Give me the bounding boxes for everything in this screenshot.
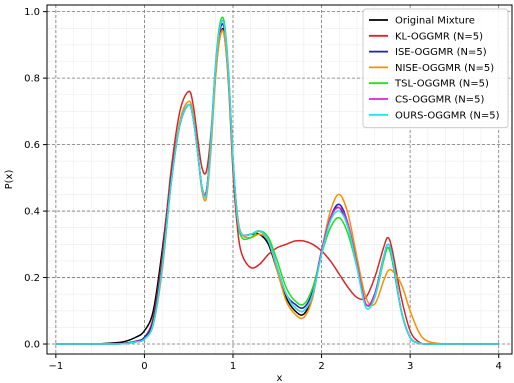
x-axis-label: x xyxy=(277,373,283,383)
x-tick-label: 3 xyxy=(407,361,413,372)
x-tick-label: 4 xyxy=(496,361,502,372)
plot-area-frame xyxy=(46,4,513,355)
axis-ticks xyxy=(43,11,500,358)
series-line-1 xyxy=(55,28,499,345)
axis-tick-labels: −1 0 1 2 3 4 0.0 0.2 0.4 0.6 0.8 1.0 xyxy=(24,7,502,372)
legend-entry-label: TSL-OGGMR (N=5) xyxy=(394,79,489,90)
x-tick-label: 0 xyxy=(141,361,147,372)
series-line-6 xyxy=(55,19,499,345)
x-tick-label: −1 xyxy=(48,361,63,372)
y-axis-label: P(x) xyxy=(4,170,15,190)
y-tick-label: 0.8 xyxy=(24,74,40,85)
x-tick-label: 2 xyxy=(318,361,324,372)
legend-entry-label: ISE-OGGMR (N=5) xyxy=(395,47,487,58)
legend-entry-label: KL-OGGMR (N=5) xyxy=(395,31,483,42)
legend: Original Mixture KL-OGGMR (N=5) ISE-OGGMR … xyxy=(362,8,509,129)
series-lines xyxy=(55,16,499,345)
y-tick-label: 0.4 xyxy=(24,207,40,218)
legend-box xyxy=(362,8,509,129)
y-tick-label: 0.6 xyxy=(24,140,40,151)
y-tick-label: 0.2 xyxy=(24,273,40,284)
legend-entry-label: Original Mixture xyxy=(395,16,475,27)
y-tick-label: 0.0 xyxy=(24,340,40,351)
x-tick-label: 1 xyxy=(230,361,236,372)
legend-entry-label: CS-OGGMR (N=5) xyxy=(395,95,484,106)
legend-entry-label: NISE-OGGMR (N=5) xyxy=(395,63,494,74)
y-tick-label: 1.0 xyxy=(24,7,40,18)
legend-entry-label: OURS-OGGMR (N=5) xyxy=(395,110,500,121)
